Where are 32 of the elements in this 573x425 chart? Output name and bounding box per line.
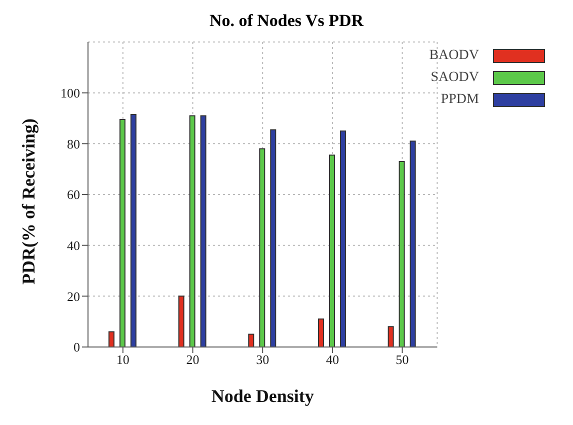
x-tick-label: 30 — [256, 352, 270, 368]
y-tick-label: 20 — [67, 288, 80, 304]
bar — [270, 129, 276, 347]
y-tick-label: 40 — [67, 238, 80, 253]
legend-label: BAODV — [429, 48, 479, 64]
legend-label: SAODV — [430, 70, 479, 86]
bar — [200, 115, 206, 347]
y-tick-label: 0 — [74, 340, 80, 355]
bar — [340, 130, 346, 347]
bar — [328, 154, 335, 347]
bar — [178, 296, 184, 347]
bar — [119, 119, 126, 347]
bar — [410, 140, 416, 347]
chart-title: No. of Nodes Vs PDR — [208, 10, 365, 32]
legend-label: PPDM — [440, 92, 479, 108]
bar — [189, 115, 196, 347]
y-tick-label: 60 — [67, 187, 80, 202]
bar — [108, 331, 114, 347]
bar — [318, 318, 324, 347]
bar — [259, 148, 266, 347]
y-axis-title: PDR(% of Receiving) — [18, 118, 38, 284]
x-tick-label: 20 — [186, 352, 200, 368]
bar — [398, 160, 405, 347]
x-tick-label: 50 — [396, 352, 409, 368]
x-tick-label: 40 — [326, 352, 339, 368]
bar — [388, 326, 394, 347]
bar — [248, 334, 254, 347]
x-tick-label: 10 — [116, 352, 130, 368]
y-tick-label: 100 — [60, 85, 80, 100]
x-axis-title: Node Density — [211, 386, 314, 406]
y-tick-label: 80 — [67, 136, 80, 152]
bar — [130, 114, 136, 347]
